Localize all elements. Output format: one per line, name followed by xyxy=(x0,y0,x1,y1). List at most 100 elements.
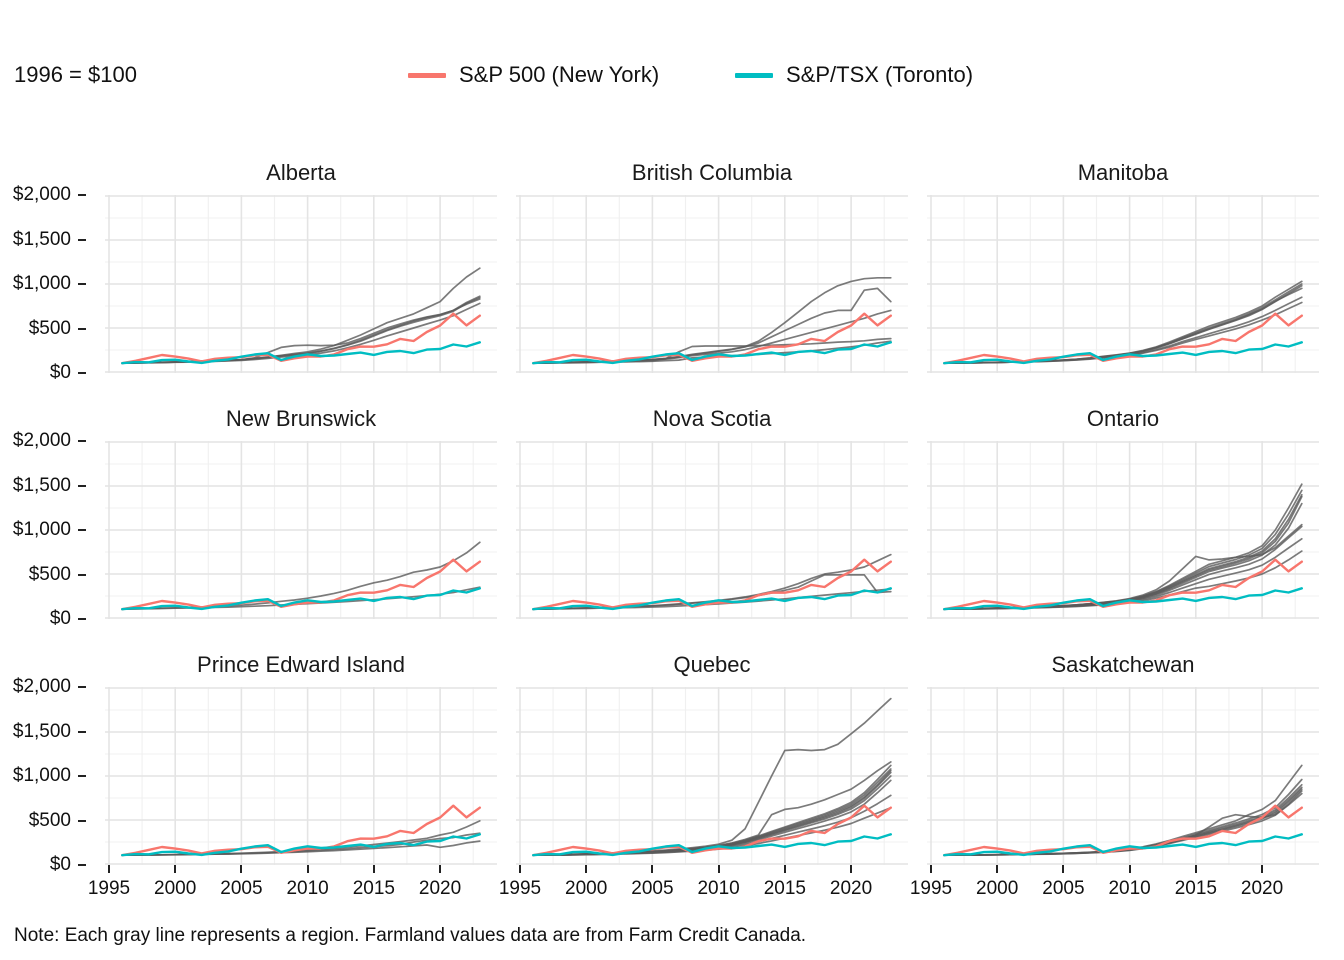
y-tick-mark xyxy=(78,440,86,442)
x-tick-label: 2000 xyxy=(154,878,197,899)
sp500-line xyxy=(943,804,1303,857)
y-axis-tick: $0 xyxy=(50,854,86,876)
y-axis-tick: $2,000 xyxy=(13,430,86,452)
y-tick-mark xyxy=(78,529,86,531)
x-tick-label: 2005 xyxy=(220,878,263,899)
x-tick-label: 1995 xyxy=(909,878,953,899)
x-tick-mark xyxy=(651,865,654,873)
x-tick-mark xyxy=(585,865,588,873)
facet-title-nova-scotia: Nova Scotia xyxy=(652,406,772,431)
y-tick-label: $1,500 xyxy=(12,474,71,496)
y-tick-label: $500 xyxy=(28,563,71,585)
y-tick-label: $0 xyxy=(49,362,71,383)
footnote: Note: Each gray line represents a region… xyxy=(14,925,807,946)
y-tick-label: $2,000 xyxy=(12,676,71,697)
y-axis-tick: $500 xyxy=(29,564,86,586)
x-tick-label: 2020 xyxy=(418,878,462,899)
facet-title-saskatchewan: Saskatchewan xyxy=(1051,652,1195,677)
x-axis-col-3: 1995 2000 2005 2010 2015 2020 xyxy=(910,865,1319,909)
tsx-line xyxy=(121,341,481,365)
sp500-line xyxy=(943,558,1303,611)
facet-title-prince-edward-island: Prince Edward Island xyxy=(197,652,405,677)
sp500-line xyxy=(532,558,892,611)
legend-label-tsx: S&P/TSX (Toronto) xyxy=(786,62,974,87)
facet-panel-manitoba xyxy=(927,195,1319,373)
tsx-line xyxy=(121,587,481,611)
y-tick-label: $1,500 xyxy=(12,228,71,250)
x-tick-label: 2015 xyxy=(1174,878,1217,899)
x-tick-mark xyxy=(1194,865,1197,873)
region-line-3 xyxy=(121,840,481,857)
x-tick-mark xyxy=(996,865,999,873)
y-tick-mark xyxy=(78,775,86,777)
x-tick-label: 2010 xyxy=(697,878,740,899)
y-axis-tick: $500 xyxy=(29,318,86,340)
tsx-line xyxy=(943,587,1303,611)
facet-title-british-columbia: British Columbia xyxy=(631,160,793,185)
x-axis-col-1: 1995 2000 2005 2010 2015 2020 xyxy=(88,865,497,909)
facet-panel-saskatchewan xyxy=(927,687,1319,865)
facet-panel-ontario xyxy=(927,441,1319,619)
legend-key-tsx-line xyxy=(735,72,773,78)
tsx-line xyxy=(532,833,892,857)
y-tick-mark xyxy=(78,573,86,576)
sp500-line xyxy=(943,312,1303,365)
x-tick-label: 1995 xyxy=(87,878,131,899)
y-tick-label: $1,000 xyxy=(12,273,71,294)
facet-title-manitoba: Manitoba xyxy=(1077,160,1169,185)
facet-panel-new-brunswick xyxy=(105,441,497,619)
x-tick-mark xyxy=(717,865,720,873)
x-tick-label: 2010 xyxy=(286,878,329,899)
y-tick-label: $500 xyxy=(28,317,71,339)
x-tick-mark xyxy=(306,865,309,873)
x-tick-label: 2020 xyxy=(829,878,873,899)
x-tick-mark xyxy=(783,865,786,873)
x-tick-mark xyxy=(240,865,243,873)
facet-title-ontario: Ontario xyxy=(1086,406,1160,431)
x-tick-label: 2005 xyxy=(631,878,674,899)
y-tick-label: $1,500 xyxy=(12,720,71,742)
x-tick-label: 2000 xyxy=(565,878,608,899)
y-tick-mark xyxy=(78,618,86,620)
x-tick-label: 2015 xyxy=(763,878,806,899)
sp500-line xyxy=(121,312,481,365)
facet-grid: Alberta British Columbia Manitoba $2,000… xyxy=(0,153,1344,909)
x-tick-mark xyxy=(929,865,932,873)
x-tick-label: 2015 xyxy=(352,878,395,899)
y-axis-tick: $1,500 xyxy=(13,475,86,497)
sp500-line xyxy=(121,804,481,857)
y-axis-tick: $1,500 xyxy=(13,229,86,251)
x-tick-label: 2010 xyxy=(1108,878,1151,899)
legend-item-tsx: S&P/TSX (Toronto) xyxy=(735,62,973,88)
y-axis-tick: $2,000 xyxy=(13,184,86,206)
y-tick-mark xyxy=(78,283,86,285)
x-tick-mark xyxy=(1261,865,1264,873)
x-tick-mark xyxy=(1062,865,1065,873)
sp500-line xyxy=(532,312,892,365)
y-axis-row-2: $2,000 $1,500 $1,000 $500 $0 xyxy=(0,430,86,629)
y-tick-label: $1,000 xyxy=(12,519,71,540)
x-axis-col-2: 1995 2000 2005 2010 2015 2020 xyxy=(499,865,908,909)
x-tick-mark xyxy=(1128,865,1131,873)
index-base-note: 1996 = $100 xyxy=(14,62,137,87)
y-tick-mark xyxy=(78,686,86,688)
y-axis-tick: $1,500 xyxy=(13,721,86,743)
chart-header: 1996 = $100 S&P 500 (New York) S&P/TSX (… xyxy=(0,58,1344,92)
tsx-line xyxy=(943,341,1303,365)
facet-panel-nova-scotia xyxy=(516,441,908,619)
sp500-line xyxy=(532,804,892,857)
tsx-line xyxy=(532,341,892,365)
y-tick-mark xyxy=(78,730,86,733)
x-tick-mark xyxy=(850,865,853,873)
facet-panel-quebec xyxy=(516,687,908,865)
y-axis-tick: $0 xyxy=(50,608,86,630)
tsx-line xyxy=(943,833,1303,857)
y-tick-mark xyxy=(78,819,86,822)
tsx-line xyxy=(532,587,892,611)
y-axis-tick: $1,000 xyxy=(13,273,86,295)
x-tick-label: 1995 xyxy=(498,878,542,899)
y-tick-mark xyxy=(78,194,86,196)
y-tick-mark xyxy=(78,238,86,241)
y-tick-label: $2,000 xyxy=(12,184,71,205)
x-tick-mark xyxy=(372,865,375,873)
